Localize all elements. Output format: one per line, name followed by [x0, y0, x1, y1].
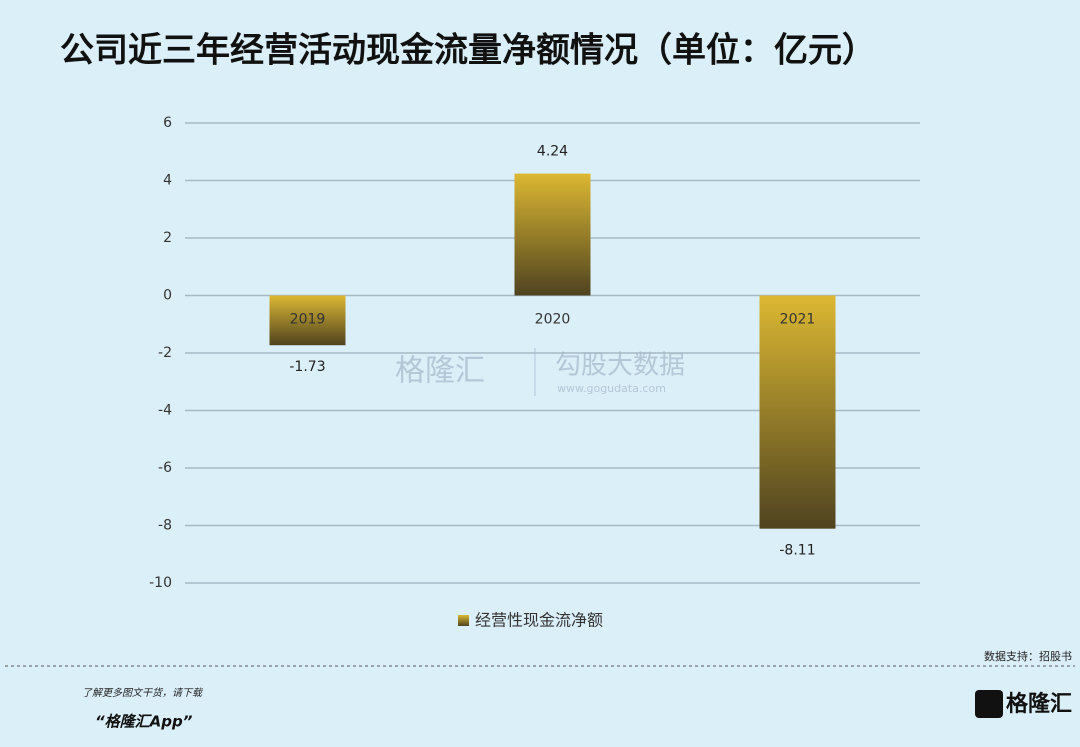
footer-app: “格隆汇App” — [95, 713, 193, 731]
y-tick-label: 0 — [163, 288, 172, 304]
x-tick-label: 2021 — [780, 312, 816, 328]
legend-label: 经营性现金流净额 — [475, 611, 603, 630]
y-tick-label: -8 — [158, 518, 172, 534]
logo-icon — [975, 690, 1003, 718]
bar — [759, 295, 836, 529]
watermark-brand: 格隆汇 — [395, 354, 485, 389]
y-tick-label: -2 — [158, 345, 172, 361]
y-tick-label: 4 — [163, 173, 172, 189]
y-tick-label: -10 — [149, 575, 172, 591]
x-tick-label: 2020 — [535, 312, 571, 328]
value-label: -8.11 — [779, 543, 815, 559]
bar — [514, 173, 591, 296]
legend-swatch — [458, 615, 469, 626]
watermark-name: 勾股大数据 — [555, 351, 685, 381]
y-tick-label: -4 — [158, 403, 172, 419]
source: 数据支持：招股书 — [984, 649, 1072, 663]
y-tick-label: 2 — [163, 230, 172, 246]
x-tick-label: 2019 — [290, 312, 326, 328]
bar — [269, 295, 346, 346]
logo-text: 格隆汇 — [1006, 691, 1072, 717]
value-label: -1.73 — [289, 359, 325, 375]
chart-title: 公司近三年经营活动现金流量净额情况（单位：亿元） — [60, 31, 876, 71]
y-tick-label: -6 — [158, 460, 172, 476]
value-label: 4.24 — [537, 144, 568, 160]
y-tick-label: 6 — [163, 115, 172, 131]
watermark-url: www.gogudata.com — [557, 382, 666, 395]
footer-text: 了解更多图文干货，请下载 — [82, 687, 204, 699]
